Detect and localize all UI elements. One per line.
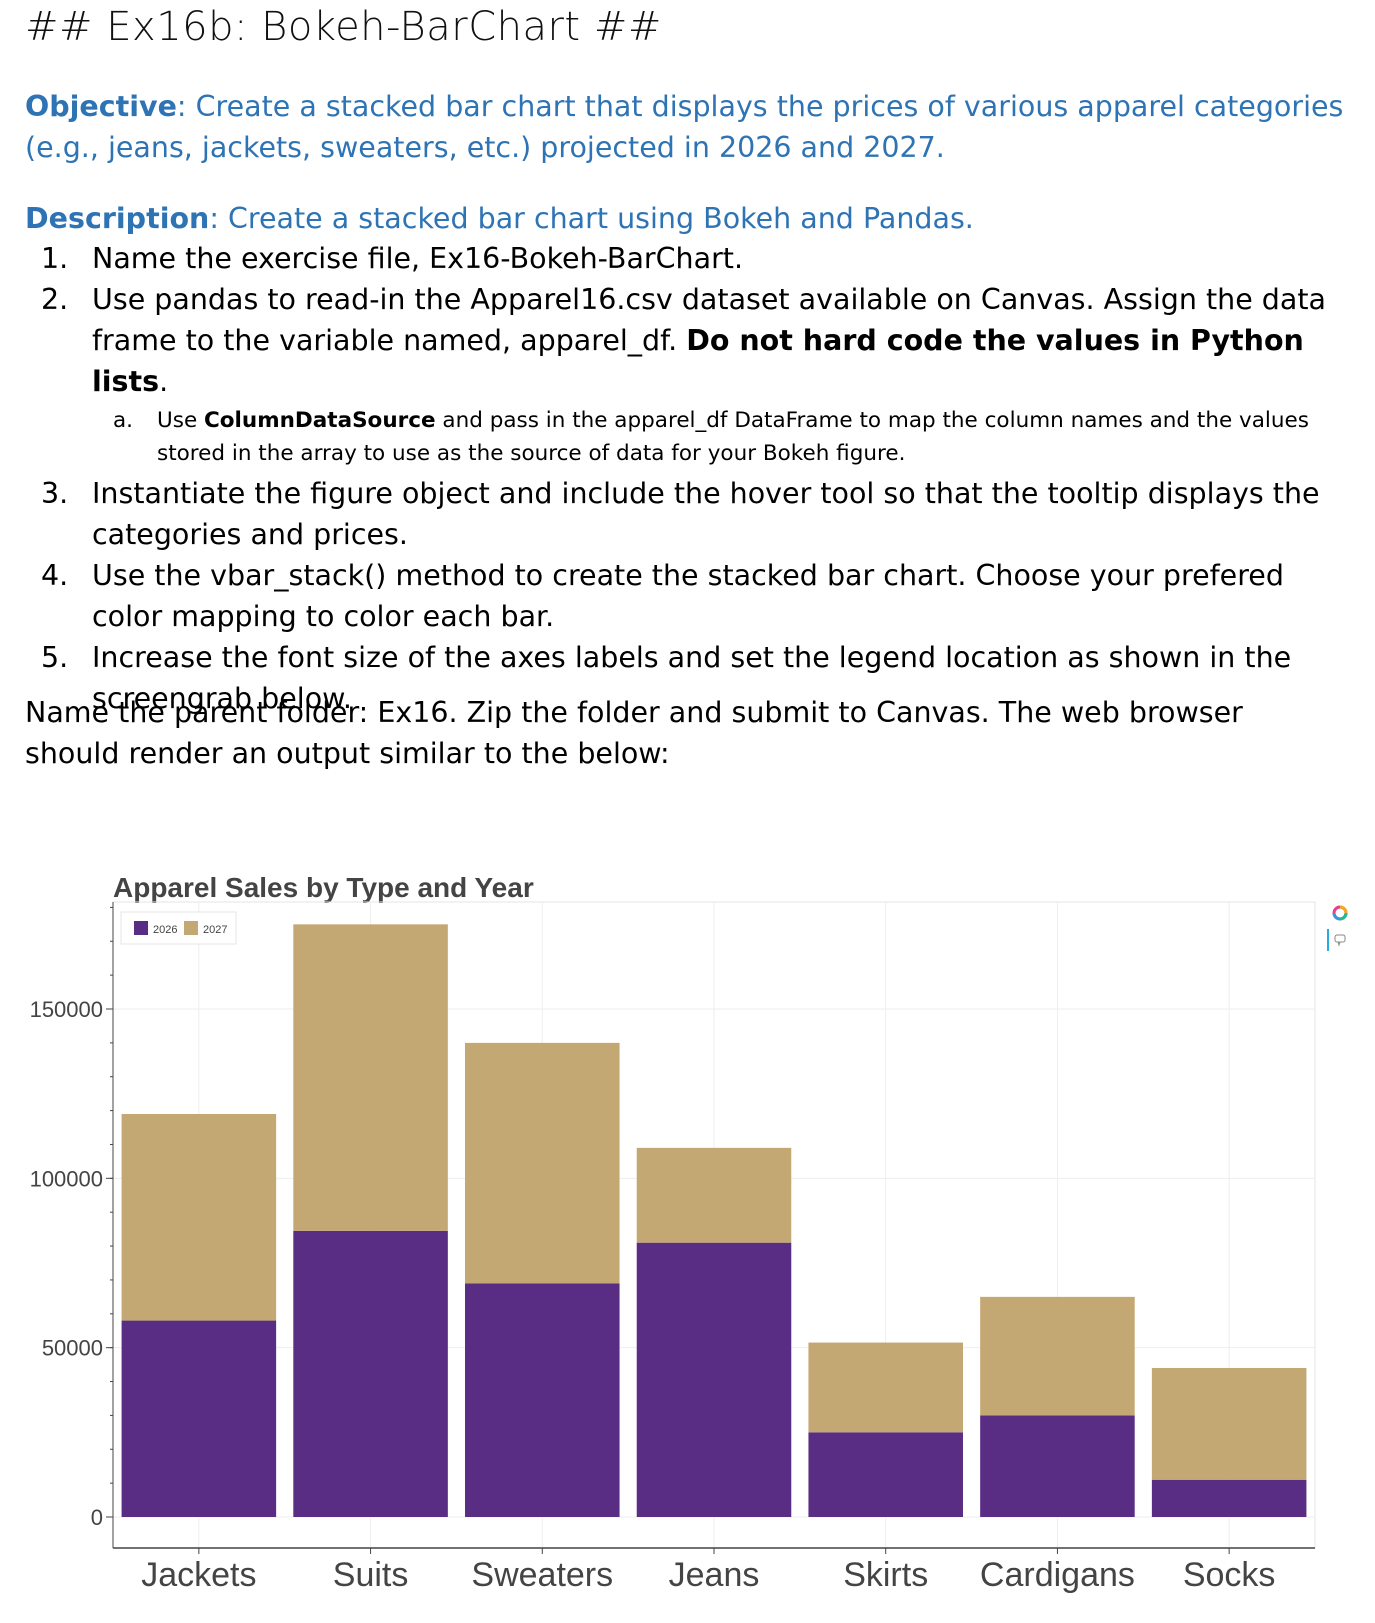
bar-2026-suits: [293, 1230, 448, 1517]
description-label: Description: [25, 202, 210, 235]
closing-paragraph: Name the parent folder: Ex16. Zip the fo…: [25, 696, 1243, 770]
bar-2026-cardigans: [980, 1415, 1135, 1517]
chart-legend: 2026 2027: [120, 911, 237, 945]
y-tick-label: 150000: [30, 997, 103, 1022]
list-item: 4. Use the vbar_stack() method to create…: [25, 555, 1345, 637]
y-tick-label: 100000: [30, 1166, 103, 1191]
chart-toolbar[interactable]: [1322, 905, 1352, 965]
hover-tool-active-indicator: [1327, 929, 1329, 951]
plot-frame: [112, 901, 1316, 1549]
legend-label-2027: 2027: [203, 924, 227, 936]
bar-2026-jeans: [636, 1242, 792, 1517]
x-tick-label: Skirts: [843, 1556, 928, 1594]
bar-2027-suits: [293, 924, 448, 1231]
list-item: 1. Name the exercise file, Ex16-Bokeh-Ba…: [25, 238, 1345, 279]
list-item: 2. Use pandas to read-in the Apparel16.c…: [25, 279, 1345, 402]
description-text: : Create a stacked bar chart using Bokeh…: [209, 202, 974, 235]
bar-2026-jackets: [121, 1320, 277, 1517]
legend-swatch-2026: [134, 921, 148, 935]
bokeh-logo-icon: [1332, 905, 1348, 921]
list-number: a.: [113, 408, 134, 433]
legend-box: [120, 911, 237, 945]
y-tick-label: 0: [91, 1505, 103, 1530]
instruction-list: 1. Name the exercise file, Ex16-Bokeh-Ba…: [25, 238, 1345, 719]
bar-2027-jackets: [121, 1113, 277, 1321]
bar-2026-skirts: [808, 1432, 963, 1517]
legend-swatch-2027: [184, 921, 198, 935]
bar-2026-sweaters: [465, 1283, 620, 1517]
chart-axes: 0 50000 100000 150000 Jackets Suits Sweaters Je…: [30, 902, 1315, 1594]
objective-label: Objective: [25, 90, 177, 123]
list-text: Use the vbar_stack() method to create th…: [92, 559, 1284, 633]
list-text: Increase the font size of the axes label…: [92, 641, 1292, 715]
sub-text-post: and pass in the apparel_df DataFrame to …: [157, 408, 1309, 466]
hover-tool-icon[interactable]: [1334, 934, 1346, 947]
x-tick-label: Jackets: [141, 1556, 256, 1594]
list-text: Use pandas to read-in the Apparel16.csv …: [92, 283, 1326, 357]
sub-text-pre: Use: [157, 408, 204, 433]
bar-2027-socks: [1151, 1367, 1307, 1480]
objective-text: : Create a stacked bar chart that displa…: [25, 90, 1344, 164]
chart-grid: [112, 901, 1316, 1549]
x-tick-label: Suits: [333, 1556, 409, 1594]
sub-text-bold: ColumnDataSource: [204, 408, 436, 433]
bar-2027-jeans: [636, 1147, 792, 1243]
bar-2027-skirts: [808, 1342, 963, 1433]
y-tick-label: 50000: [42, 1336, 103, 1361]
bar-2027-sweaters: [465, 1042, 620, 1284]
list-text-after: .: [159, 365, 169, 398]
legend-label-2026: 2026: [153, 924, 177, 936]
list-number: 5.: [41, 641, 69, 674]
x-tick-label: Jeans: [669, 1556, 760, 1594]
list-number: 4.: [41, 559, 69, 592]
page-heading: ## Ex16b: Bokeh-BarChart ##: [25, 4, 662, 50]
x-tick-label: Sweaters: [471, 1556, 613, 1594]
x-tick-label: Cardigans: [980, 1556, 1135, 1594]
bar-2027-cardigans: [980, 1296, 1135, 1416]
list-number: 2.: [41, 283, 69, 316]
list-item: 3. Instantiate the figure object and inc…: [25, 473, 1345, 555]
sub-list-item: a. Use ColumnDataSource and pass in the …: [25, 404, 1345, 470]
list-text: Instantiate the figure object and includ…: [92, 477, 1320, 551]
list-number: 3.: [41, 477, 69, 510]
bar-2026-socks: [1151, 1479, 1307, 1517]
list-text: Name the exercise file, Ex16-Bokeh-BarCh…: [92, 242, 744, 275]
chart-title: Apparel Sales by Type and Year: [113, 872, 534, 903]
description-paragraph: Description: Create a stacked bar chart …: [25, 198, 1345, 239]
list-item: 5. Increase the font size of the axes la…: [25, 637, 1345, 719]
chart-bars: [121, 924, 1307, 1517]
list-text-bold: Do not hard code the values in Python li…: [92, 324, 1304, 398]
list-number: 1.: [41, 242, 69, 275]
x-tick-label: Socks: [1183, 1556, 1276, 1594]
objective-paragraph: Objective: Create a stacked bar chart th…: [25, 86, 1345, 168]
